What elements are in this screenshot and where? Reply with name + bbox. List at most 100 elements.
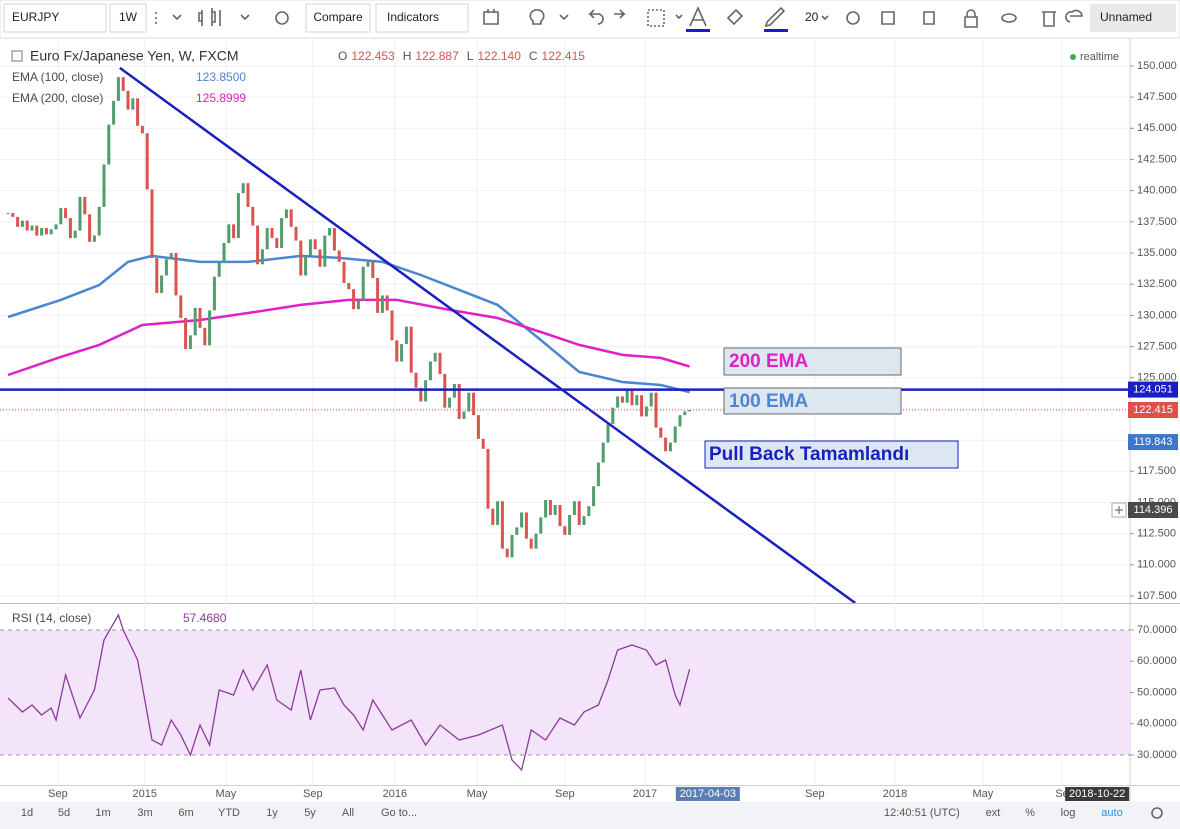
x-tick-label: 2015 (133, 788, 157, 800)
range-button[interactable]: 1y (266, 807, 278, 819)
dropdown-icon[interactable] (172, 14, 182, 21)
cloud-icon[interactable] (1065, 9, 1083, 23)
x-tick-label: May (972, 788, 993, 800)
dropdown-icon[interactable] (675, 14, 683, 20)
indicators-box[interactable] (375, 3, 469, 33)
dropdown-icon[interactable] (559, 14, 569, 21)
x-tick-label: Sep (303, 788, 323, 800)
candle (73, 230, 77, 239)
annotation[interactable]: 200 EMA (729, 351, 808, 372)
candle (664, 437, 668, 452)
range-button[interactable]: 3m (137, 807, 152, 819)
candle (649, 392, 653, 407)
axes: 107.500110.000112.500115.000117.500120.0… (0, 60, 1178, 801)
candle (361, 266, 365, 301)
indicators-button[interactable]: Indicators (387, 10, 439, 24)
range-button[interactable]: 5y (304, 807, 316, 819)
lock-icon[interactable] (964, 9, 978, 28)
candle (126, 90, 130, 110)
redo-icon[interactable] (614, 9, 626, 19)
goto-button[interactable]: Go to... (381, 807, 417, 819)
line-width[interactable]: 20 (805, 10, 819, 24)
settings-icon[interactable] (846, 11, 860, 25)
price-label: 122.415 (1133, 404, 1173, 416)
ohlc: O 122.453 H 122.887 L 122.140 C 122.415 (338, 49, 585, 63)
y-tick-label: 110.000 (1137, 559, 1176, 571)
ohlc-name: O (338, 49, 347, 63)
settings-icon[interactable] (1151, 807, 1163, 819)
range-button[interactable]: 1m (95, 807, 110, 819)
candle (64, 208, 68, 219)
chart-style-icon[interactable] (198, 8, 221, 26)
option-button[interactable]: auto (1101, 807, 1122, 819)
layout-box[interactable] (1090, 4, 1176, 32)
layout-name[interactable]: Unnamed (1100, 10, 1152, 24)
candle (352, 289, 356, 310)
candle (443, 374, 447, 408)
annotation-box[interactable] (723, 387, 902, 415)
rsi-value: 57.4680 (183, 611, 227, 625)
status-dot (1070, 54, 1076, 60)
fill-icon[interactable] (726, 8, 744, 26)
copy-icon[interactable] (923, 11, 935, 25)
annotation[interactable]: 100 EMA (729, 391, 808, 412)
candle (500, 501, 504, 549)
interval-box[interactable] (109, 3, 147, 33)
option-button[interactable]: % (1025, 807, 1035, 819)
symbol-box[interactable] (3, 3, 107, 33)
range-button[interactable]: All (342, 807, 354, 819)
collapse-icon[interactable] (11, 50, 23, 62)
symbol[interactable]: EURJPY (12, 10, 59, 24)
pencil-icon[interactable] (764, 6, 786, 28)
option-button[interactable]: log (1061, 807, 1076, 819)
annotation[interactable]: Pull Back Tamamlandı (709, 444, 909, 465)
candle (678, 415, 682, 427)
delete-icon[interactable] (1042, 11, 1056, 27)
text-color-icon[interactable] (689, 6, 707, 27)
candle (265, 228, 269, 250)
visibility-icon[interactable] (1001, 13, 1017, 23)
candle (313, 239, 317, 250)
price-label: 114.396 (1134, 504, 1173, 516)
candle (193, 307, 197, 336)
dropdown-icon[interactable] (240, 14, 250, 21)
settings-icon[interactable] (275, 11, 289, 25)
candle (366, 261, 370, 267)
candle (582, 516, 586, 525)
range-button[interactable]: YTD (218, 807, 240, 819)
compare-box[interactable] (305, 3, 371, 33)
candle (414, 372, 418, 388)
bottom-bar-bg (0, 802, 1180, 829)
range-button[interactable]: 5d (58, 807, 70, 819)
range-button[interactable]: 1d (21, 807, 33, 819)
undo-icon[interactable] (588, 9, 604, 25)
ema-line (7, 298, 690, 377)
candle (251, 206, 255, 226)
x-tick-label: May (216, 788, 237, 800)
dropdown-icon[interactable] (821, 15, 829, 21)
candle (174, 253, 178, 296)
ema-label: EMA (200, close) (12, 91, 103, 105)
y-tick-label: 135.000 (1137, 247, 1177, 259)
idea-icon[interactable] (529, 9, 545, 25)
layers-icon[interactable] (881, 11, 895, 25)
candle (515, 527, 519, 535)
annotation-box[interactable] (723, 347, 902, 376)
annotation-box[interactable] (704, 440, 959, 469)
y-tick-label: 145.000 (1137, 122, 1177, 134)
option-button[interactable]: ext (986, 807, 1001, 819)
ema-line (7, 254, 690, 394)
x-tick-label: 2017 (633, 788, 657, 800)
candle (625, 390, 629, 403)
select-icon[interactable] (647, 9, 665, 27)
toolbar: EURJPY 1W (0, 0, 1180, 39)
price-label: 124.051 (1133, 383, 1173, 395)
compare-button[interactable]: Compare (313, 10, 363, 24)
alert-icon[interactable] (483, 9, 499, 25)
interval[interactable]: 1W (119, 10, 138, 24)
candle (136, 98, 140, 126)
candle (644, 406, 648, 417)
candle (592, 486, 596, 507)
range-button[interactable]: 6m (178, 807, 193, 819)
candle (659, 427, 663, 438)
